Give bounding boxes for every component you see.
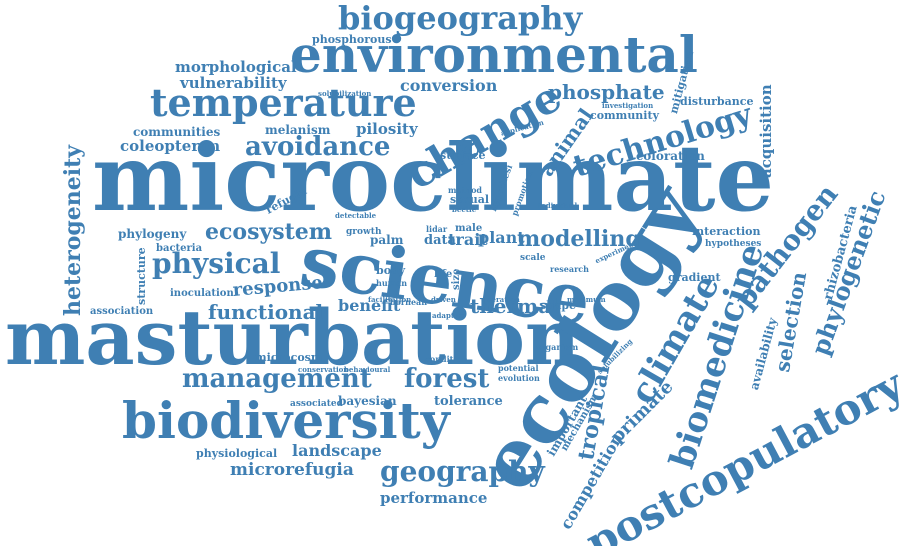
word-biogeography: biogeography xyxy=(338,0,583,37)
word-surface: surface xyxy=(440,149,486,162)
word-size: size xyxy=(451,268,462,290)
word-inoculation: inoculation xyxy=(170,288,234,299)
word-community: community xyxy=(590,109,659,122)
word-hypotheses: hypotheses xyxy=(705,239,762,249)
word-physiological: physiological xyxy=(196,447,278,460)
word-coleopteron: coleopteron xyxy=(120,137,221,155)
word-solubilization: solubilization xyxy=(318,89,372,98)
word-sexual: sexual xyxy=(450,193,490,206)
word-melanism: melanism xyxy=(265,123,331,137)
word-disturbance: disturbance xyxy=(680,95,754,108)
word-potential: potential xyxy=(498,363,539,373)
word-avoidance: avoidance xyxy=(245,132,391,162)
word-data: data xyxy=(424,233,456,248)
word-shape: shape xyxy=(540,299,577,312)
word-association: association xyxy=(90,306,154,317)
word-acquisition: acquisition xyxy=(757,84,775,178)
word-facilitation: facilitation xyxy=(368,295,412,304)
word-research: research xyxy=(550,264,589,274)
word-communities: communities xyxy=(133,125,221,139)
word-conservation: conservation xyxy=(298,365,349,374)
word-landscape: landscape xyxy=(292,441,382,460)
word-microclimate: microclimate xyxy=(92,124,775,232)
word-condition: condition xyxy=(425,354,468,364)
word-coloration: coloration xyxy=(636,149,705,163)
word-biodiversity: biodiversity xyxy=(122,391,450,450)
word-detectable: detectable xyxy=(335,211,377,220)
word-life: life xyxy=(434,269,453,280)
word-lidar: lidar xyxy=(426,224,448,234)
word-ecosystem: ecosystem xyxy=(205,219,333,245)
word-geography: geography xyxy=(380,455,545,488)
word-environmental: environmental xyxy=(290,25,698,84)
word-bayesian: bayesian xyxy=(338,394,397,408)
word-vulnerability: vulnerability xyxy=(180,74,287,92)
word-tolerance: tolerance xyxy=(434,394,503,409)
word-microrefugia: microrefugia xyxy=(230,460,354,480)
word-gradient: gradient xyxy=(668,271,721,284)
word-human: human xyxy=(376,278,408,288)
word-structure: structure xyxy=(135,247,148,305)
word-scale: scale xyxy=(520,253,546,263)
word-microcosm: microcosm xyxy=(255,351,323,364)
word-phosphate: phosphate xyxy=(548,80,665,104)
word-interaction: interaction xyxy=(692,225,761,238)
word-associated: associated xyxy=(290,399,343,409)
word-bacteria: bacteria xyxy=(156,243,203,254)
word-morphological: morphological xyxy=(175,58,297,76)
word-heterogeneity: heterogeneity xyxy=(60,144,86,316)
word-conversion: conversion xyxy=(400,76,498,95)
word-masturbation: masturbation xyxy=(5,293,581,382)
word-adaptive: adaptive xyxy=(432,311,466,320)
word-individual: individual xyxy=(538,201,578,210)
word-maximum: maximum xyxy=(567,295,606,304)
word-behavioural: behavioural xyxy=(344,365,391,374)
word-management: management xyxy=(182,364,372,394)
word-beetle: beetle xyxy=(452,205,477,214)
word-bornean: bornean xyxy=(390,297,428,307)
word-modelling: modelling xyxy=(517,226,641,252)
word-forest: forest xyxy=(404,364,490,394)
word-body: body xyxy=(376,264,406,277)
word-aeration: aeration xyxy=(487,295,520,304)
word-phosphorous: phosphorous xyxy=(312,33,392,46)
word-physical: physical xyxy=(152,247,281,280)
word-functional: functional xyxy=(208,300,324,324)
word-male: male xyxy=(455,223,483,234)
word-pilosity: pilosity xyxy=(356,120,418,138)
word-growth: growth xyxy=(346,227,382,237)
word-driven: driven xyxy=(431,295,456,304)
word-palm: palm xyxy=(370,233,404,247)
word-phylogeny: phylogeny xyxy=(118,227,187,241)
word-benefit: benefit xyxy=(338,296,401,315)
word-method: method xyxy=(448,185,482,195)
word-organism: organism xyxy=(536,342,579,352)
word-trait: trait xyxy=(448,230,488,249)
word-thermal: thermal xyxy=(470,294,559,318)
word-plant: plant xyxy=(478,228,525,247)
word-temperature: temperature xyxy=(150,80,417,125)
word-investigation: investigation xyxy=(602,101,654,110)
word-evolution: evolution xyxy=(498,373,540,383)
word-performance: performance xyxy=(380,489,488,507)
